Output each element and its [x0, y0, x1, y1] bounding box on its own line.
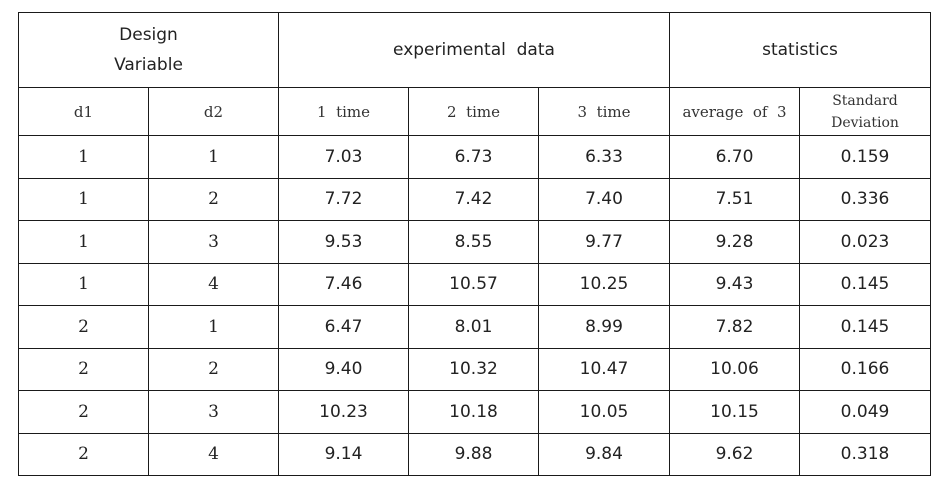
cell-time1: 6.47	[278, 305, 409, 349]
cell-d1: 1	[18, 135, 149, 179]
cell-time1: 7.03	[278, 135, 409, 179]
cell-time1: 7.72	[278, 177, 409, 221]
table-row: 1 4 7.46 10.57 10.25 9.43 0.145	[18, 262, 931, 306]
table-row: 2 3 10.23 10.18 10.05 10.15 0.049	[18, 390, 931, 434]
header-d2: d2	[148, 87, 279, 136]
cell-std-dev: 0.166	[799, 347, 931, 391]
table-row: 1 1 7.03 6.73 6.33 6.70 0.159	[18, 135, 931, 179]
cell-average: 6.70	[669, 135, 800, 179]
header-std-dev-line2: Deviation	[831, 114, 899, 131]
header-sub-row: d1 d2 1 time 2 time 3 time average of 3 …	[18, 87, 931, 136]
cell-time1: 9.14	[278, 432, 409, 476]
cell-time2: 10.57	[408, 262, 539, 306]
cell-d2: 2	[148, 347, 279, 391]
cell-std-dev: 0.049	[799, 390, 931, 434]
header-statistics: statistics	[669, 12, 931, 88]
table-row: 2 4 9.14 9.88 9.84 9.62 0.318	[18, 432, 931, 476]
results-table: Design Variable experimental data statis…	[18, 12, 931, 476]
cell-time1: 10.23	[278, 390, 409, 434]
header-experimental-data: experimental data	[278, 12, 670, 88]
cell-time3: 10.47	[538, 347, 670, 391]
cell-std-dev: 0.023	[799, 220, 931, 264]
cell-d2: 3	[148, 390, 279, 434]
cell-average: 9.28	[669, 220, 800, 264]
cell-average: 10.15	[669, 390, 800, 434]
cell-average: 10.06	[669, 347, 800, 391]
cell-d1: 1	[18, 220, 149, 264]
cell-time2: 8.55	[408, 220, 539, 264]
cell-d2: 4	[148, 432, 279, 476]
cell-time3: 6.33	[538, 135, 670, 179]
table-body: 1 1 7.03 6.73 6.33 6.70 0.159 1 2 7.72 7.42 7.40 7.5…	[18, 135, 931, 476]
cell-time2: 7.42	[408, 177, 539, 221]
table-row: 1 2 7.72 7.42 7.40 7.51 0.336	[18, 177, 931, 221]
cell-average: 9.62	[669, 432, 800, 476]
cell-d2: 1	[148, 135, 279, 179]
cell-time3: 10.25	[538, 262, 670, 306]
cell-time2: 6.73	[408, 135, 539, 179]
cell-time2: 10.32	[408, 347, 539, 391]
cell-d2: 2	[148, 177, 279, 221]
header-time2: 2 time	[408, 87, 539, 136]
header-design-variable-line2: Variable	[114, 55, 183, 75]
cell-time2: 9.88	[408, 432, 539, 476]
cell-d1: 1	[18, 177, 149, 221]
cell-time2: 10.18	[408, 390, 539, 434]
cell-time3: 9.77	[538, 220, 670, 264]
table-row: 2 1 6.47 8.01 8.99 7.82 0.145	[18, 305, 931, 349]
header-std-dev-line1: Standard	[832, 92, 898, 109]
table-row: 1 3 9.53 8.55 9.77 9.28 0.023	[18, 220, 931, 264]
cell-d2: 1	[148, 305, 279, 349]
cell-average: 7.82	[669, 305, 800, 349]
cell-time3: 8.99	[538, 305, 670, 349]
cell-time1: 9.40	[278, 347, 409, 391]
cell-d1: 2	[18, 432, 149, 476]
cell-time1: 9.53	[278, 220, 409, 264]
cell-d1: 1	[18, 262, 149, 306]
header-std-dev: Standard Deviation	[799, 87, 931, 136]
cell-time2: 8.01	[408, 305, 539, 349]
header-time3: 3 time	[538, 87, 670, 136]
header-d1: d1	[18, 87, 149, 136]
cell-std-dev: 0.145	[799, 305, 931, 349]
cell-d1: 2	[18, 305, 149, 349]
cell-std-dev: 0.336	[799, 177, 931, 221]
cell-std-dev: 0.145	[799, 262, 931, 306]
table-row: 2 2 9.40 10.32 10.47 10.06 0.166	[18, 347, 931, 391]
header-average: average of 3	[669, 87, 800, 136]
cell-time3: 10.05	[538, 390, 670, 434]
cell-d1: 2	[18, 390, 149, 434]
cell-time3: 7.40	[538, 177, 670, 221]
header-design-variable-line1: Design	[119, 25, 178, 45]
cell-time3: 9.84	[538, 432, 670, 476]
cell-time1: 7.46	[278, 262, 409, 306]
header-group-row: Design Variable experimental data statis…	[18, 12, 931, 88]
cell-d2: 3	[148, 220, 279, 264]
cell-std-dev: 0.159	[799, 135, 931, 179]
cell-std-dev: 0.318	[799, 432, 931, 476]
cell-d1: 2	[18, 347, 149, 391]
header-time1: 1 time	[278, 87, 409, 136]
cell-average: 9.43	[669, 262, 800, 306]
header-design-variable: Design Variable	[18, 12, 279, 88]
cell-average: 7.51	[669, 177, 800, 221]
cell-d2: 4	[148, 262, 279, 306]
